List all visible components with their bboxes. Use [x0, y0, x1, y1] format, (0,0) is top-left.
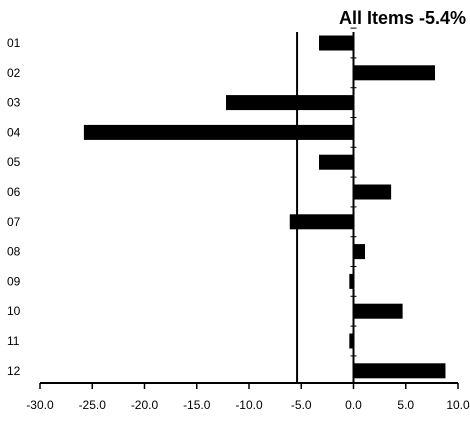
category-label-09: 09: [7, 274, 21, 288]
x-tick-label: 0.0: [345, 398, 362, 412]
bar-11: [349, 333, 354, 349]
category-label-03: 03: [7, 96, 21, 110]
x-tick-label: 5.0: [397, 398, 414, 412]
category-label-02: 02: [7, 66, 21, 80]
bar-05: [319, 154, 354, 170]
bar-02: [353, 65, 436, 81]
x-tick-label: -30.0: [26, 398, 54, 412]
bar-07: [289, 214, 354, 230]
category-label-05: 05: [7, 155, 21, 169]
x-tick-label: 10.0: [446, 398, 470, 412]
category-label-10: 10: [7, 304, 21, 318]
bar-10: [353, 303, 403, 319]
category-label-11: 11: [7, 334, 20, 348]
x-tick-label: -25.0: [79, 398, 107, 412]
x-tick-label: -20.0: [131, 398, 159, 412]
bar-06: [353, 184, 392, 200]
category-label-04: 04: [7, 125, 21, 139]
x-tick-label: -5.0: [291, 398, 312, 412]
axes-group: [39, 27, 459, 389]
x-tick-label: -15.0: [183, 398, 211, 412]
bar-12: [353, 363, 446, 379]
bar-03: [226, 95, 354, 111]
category-label-07: 07: [7, 215, 21, 229]
bars-group: [83, 35, 446, 379]
bar-01: [319, 35, 354, 51]
category-label-06: 06: [7, 185, 21, 199]
bar-08: [353, 244, 365, 260]
labels-group: 01 02 03 04 05 06 07 08 09 10 11 12 -30.0 -25.0 -20.0 -…: [7, 36, 470, 412]
chart-title: All Items -5.4%: [339, 8, 466, 28]
bar-04: [83, 124, 354, 140]
bar-09: [349, 273, 354, 289]
category-label-12: 12: [7, 364, 21, 378]
category-label-01: 01: [7, 36, 21, 50]
x-tick-label: -10.0: [235, 398, 263, 412]
category-label-08: 08: [7, 245, 21, 259]
